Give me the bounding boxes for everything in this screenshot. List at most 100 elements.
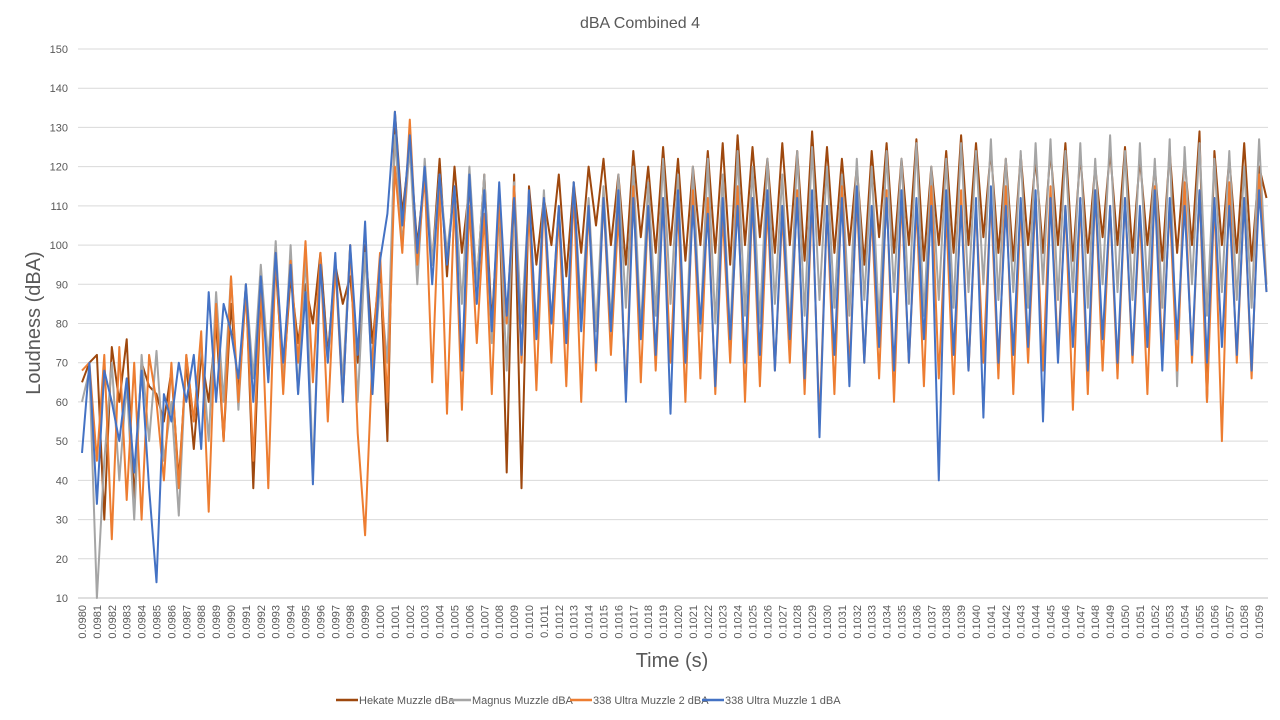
y-tick-label: 30 bbox=[56, 515, 68, 527]
y-tick-label: 120 bbox=[50, 162, 68, 174]
x-tick-label: 0.1038 bbox=[941, 605, 953, 639]
x-tick-label: 0.1011 bbox=[539, 605, 551, 638]
x-tick-label: 0.0992 bbox=[256, 605, 268, 639]
y-axis-label: Loudness (dBA) bbox=[23, 251, 45, 394]
x-tick-label: 0.1054 bbox=[1180, 605, 1192, 639]
legend-label: 338 Ultra Muzzle 1 dBA bbox=[725, 695, 841, 707]
y-tick-label: 80 bbox=[56, 319, 68, 331]
x-tick-label: 0.0987 bbox=[181, 605, 193, 639]
x-tick-label: 0.0985 bbox=[152, 605, 164, 639]
x-tick-label: 0.0986 bbox=[166, 605, 178, 639]
x-tick-label: 0.0981 bbox=[92, 605, 104, 639]
y-tick-label: 60 bbox=[56, 397, 68, 409]
x-tick-label: 0.1022 bbox=[703, 605, 715, 639]
legend-item: Hekate Muzzle dBa bbox=[336, 695, 455, 707]
y-tick-label: 10 bbox=[56, 593, 68, 605]
x-tick-label: 0.1044 bbox=[1031, 605, 1043, 639]
x-tick-label: 0.1055 bbox=[1195, 605, 1207, 639]
x-tick-label: 0.1006 bbox=[464, 605, 476, 639]
legend-item: Magnus Muzzle dBA bbox=[449, 695, 574, 707]
x-tick-label: 0.0997 bbox=[330, 605, 342, 639]
x-tick-label: 0.1001 bbox=[390, 605, 402, 639]
x-tick-label: 0.0988 bbox=[196, 605, 208, 639]
legend-label: 338 Ultra Muzzle 2 dBA bbox=[593, 695, 709, 707]
gridlines bbox=[78, 48, 1268, 599]
x-tick-label: 0.1049 bbox=[1105, 605, 1117, 639]
x-tick-label: 0.1047 bbox=[1075, 605, 1087, 639]
x-tick-label: 0.1021 bbox=[688, 605, 700, 639]
x-tick-label: 0.1012 bbox=[554, 605, 566, 639]
x-tick-label: 0.0996 bbox=[315, 605, 327, 639]
y-tick-label: 100 bbox=[50, 240, 68, 252]
chart-title: dBA Combined 4 bbox=[580, 15, 700, 32]
x-tick-label: 0.0999 bbox=[360, 605, 372, 639]
y-tick-label: 40 bbox=[56, 475, 68, 487]
y-axis-ticks: 10 20 30 40 50 60 70 80 90 100 110 120 130 140 150 bbox=[50, 44, 68, 605]
x-tick-label: 0.1043 bbox=[1016, 605, 1028, 639]
x-tick-label: 0.1027 bbox=[777, 605, 789, 639]
x-tick-label: 0.1004 bbox=[435, 605, 447, 639]
x-tick-label: 0.1059 bbox=[1254, 605, 1266, 639]
y-tick-label: 140 bbox=[50, 83, 68, 95]
x-tick-label: 0.1017 bbox=[628, 605, 640, 639]
legend-label: Magnus Muzzle dBA bbox=[472, 695, 574, 707]
x-tick-label: 0.1031 bbox=[837, 605, 849, 639]
legend-item: 338 Ultra Muzzle 2 dBA bbox=[570, 695, 709, 707]
y-tick-label: 110 bbox=[50, 201, 68, 213]
x-tick-label: 0.1016 bbox=[613, 605, 625, 639]
x-tick-label: 0.1018 bbox=[643, 605, 655, 639]
series-line-338-ultra-muzzle-1-dba bbox=[81, 110, 1268, 584]
x-tick-label: 0.1030 bbox=[822, 605, 834, 639]
x-tick-label: 0.0982 bbox=[107, 605, 119, 639]
x-tick-label: 0.0980 bbox=[77, 605, 89, 639]
x-tick-label: 0.1045 bbox=[1046, 605, 1058, 639]
x-tick-label: 0.1029 bbox=[807, 605, 819, 639]
x-tick-label: 0.1036 bbox=[911, 605, 923, 639]
x-tick-label: 0.1051 bbox=[1135, 605, 1147, 639]
x-tick-label: 0.1025 bbox=[748, 605, 760, 639]
x-tick-label: 0.1009 bbox=[509, 605, 521, 639]
x-tick-label: 0.1056 bbox=[1209, 605, 1221, 639]
x-tick-label: 0.0994 bbox=[286, 605, 298, 639]
x-tick-label: 0.1000 bbox=[375, 605, 387, 639]
x-tick-label: 0.1034 bbox=[882, 605, 894, 639]
x-tick-label: 0.1046 bbox=[1060, 605, 1072, 639]
x-tick-label: 0.0998 bbox=[345, 605, 357, 639]
x-tick-label: 0.1048 bbox=[1090, 605, 1102, 639]
x-tick-label: 0.0983 bbox=[122, 605, 134, 639]
x-tick-label: 0.1040 bbox=[971, 605, 983, 639]
x-tick-label: 0.1005 bbox=[450, 605, 462, 639]
x-tick-label: 0.1033 bbox=[867, 605, 879, 639]
x-tick-label: 0.1007 bbox=[479, 605, 491, 639]
x-tick-label: 0.0984 bbox=[137, 605, 149, 639]
y-tick-label: 90 bbox=[56, 279, 68, 291]
x-tick-label: 0.0993 bbox=[271, 605, 283, 639]
x-tick-label: 0.0991 bbox=[241, 605, 253, 639]
x-tick-label: 0.1008 bbox=[494, 605, 506, 639]
x-tick-label: 0.1053 bbox=[1165, 605, 1177, 639]
x-tick-label: 0.1039 bbox=[956, 605, 968, 639]
x-tick-label: 0.1035 bbox=[897, 605, 909, 639]
x-tick-label: 0.1019 bbox=[658, 605, 670, 639]
x-tick-label: 0.1015 bbox=[599, 605, 611, 639]
x-tick-label: 0.0990 bbox=[226, 605, 238, 639]
x-tick-label: 0.1003 bbox=[420, 605, 432, 639]
x-axis-ticks: 0.0980 0.0981 0.0982 0.0983 0.0984 0.0985 0.09… bbox=[77, 605, 1266, 639]
y-tick-label: 70 bbox=[56, 358, 68, 370]
x-tick-label: 0.1026 bbox=[762, 605, 774, 639]
x-tick-label: 0.1020 bbox=[673, 605, 685, 639]
x-tick-label: 0.1002 bbox=[405, 605, 417, 639]
x-tick-label: 0.1024 bbox=[733, 605, 745, 639]
x-tick-label: 0.0989 bbox=[211, 605, 223, 639]
x-tick-label: 0.1052 bbox=[1150, 605, 1162, 639]
x-tick-label: 0.1032 bbox=[852, 605, 864, 639]
series-lines bbox=[81, 110, 1268, 599]
legend-item: 338 Ultra Muzzle 1 dBA bbox=[702, 695, 841, 707]
x-tick-label: 0.1023 bbox=[718, 605, 730, 639]
x-tick-label: 0.1010 bbox=[524, 605, 536, 639]
y-tick-label: 130 bbox=[50, 122, 68, 134]
x-tick-label: 0.1037 bbox=[926, 605, 938, 639]
y-tick-label: 150 bbox=[50, 44, 68, 56]
x-axis-label: Time (s) bbox=[636, 650, 709, 672]
x-tick-label: 0.1042 bbox=[1001, 605, 1013, 639]
